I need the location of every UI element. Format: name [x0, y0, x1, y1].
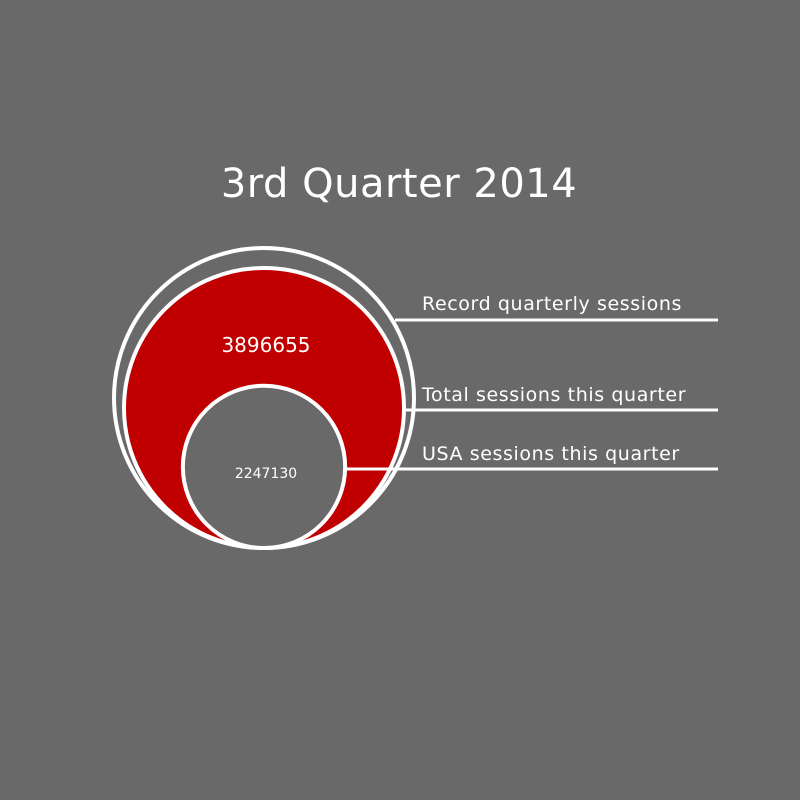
usa-sessions-value: 2247130 — [235, 466, 297, 482]
legend-label-usa: USA sessions this quarter — [422, 443, 680, 465]
total-sessions-value: 3896655 — [221, 333, 310, 357]
legend-label-record: Record quarterly sessions — [422, 293, 682, 315]
legend-label-total: Total sessions this quarter — [421, 384, 686, 406]
chart-title: 3rd Quarter 2014 — [221, 161, 577, 207]
usa-sessions-circle — [180, 383, 348, 550]
